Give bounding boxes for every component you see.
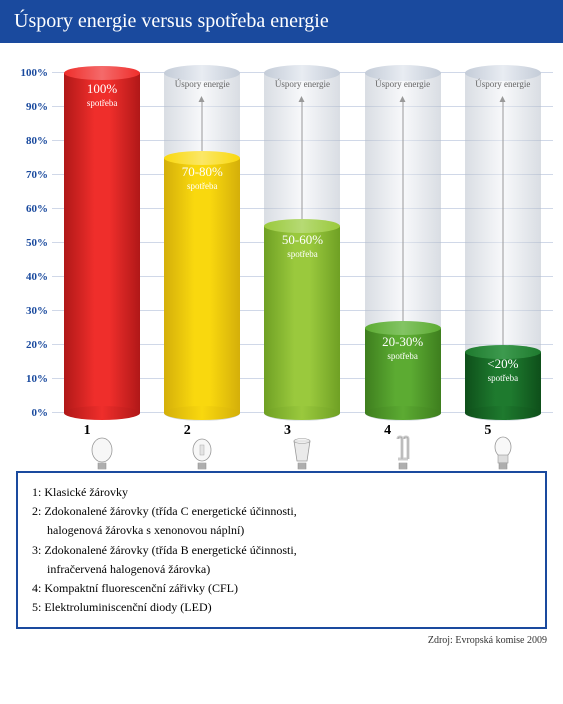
bulb-icon [388, 435, 418, 471]
y-tick: 90% [26, 101, 48, 113]
legend-item: 5: Elektroluminiscenční diody (LED) [32, 598, 531, 617]
cylinder-fill: 100%spotřeba [64, 73, 140, 413]
bar-value-label: 70-80%spotřeba [164, 164, 240, 191]
bar-slot: Úspory energie 50-60%spotřeba [261, 73, 343, 413]
y-tick: 80% [26, 135, 48, 147]
x-labels: 12345 [52, 423, 553, 476]
bar-slot: Úspory energie 20-30%spotřeba [362, 73, 444, 413]
savings-label: Úspory energie [161, 79, 243, 89]
y-tick: 40% [26, 271, 48, 283]
y-tick: 0% [32, 407, 49, 419]
bar-value-label: 20-30%spotřeba [365, 334, 441, 361]
y-tick: 100% [21, 67, 49, 79]
header: Úspory energie versus spotřeba energie [0, 0, 563, 43]
bar-slot: 100%spotřeba [61, 73, 143, 413]
savings-label: Úspory energie [362, 79, 444, 89]
source-text: Zdroj: Evropská komise 2009 [0, 635, 547, 646]
legend-box: 1: Klasické žárovky2: Zdokonalené žárovk… [16, 471, 547, 629]
cylinder-fill: <20%spotřeba [465, 352, 541, 413]
bulb-icon [87, 435, 117, 471]
bar-value-label: <20%spotřeba [465, 356, 541, 383]
bar-value-label: 50-60%spotřeba [264, 232, 340, 259]
savings-label: Úspory energie [261, 79, 343, 89]
y-tick: 30% [26, 305, 48, 317]
arrow-icon [402, 100, 403, 328]
x-label: 5 [462, 423, 544, 476]
y-tick: 10% [26, 373, 48, 385]
cylinder-fill: 50-60%spotřeba [264, 226, 340, 413]
y-tick: 60% [26, 203, 48, 215]
arrow-icon [502, 100, 503, 352]
legend-item: 2: Zdokonalené žárovky (třída C energeti… [32, 502, 531, 540]
legend-item: 1: Klasické žárovky [32, 483, 531, 502]
y-axis: 0%10%20%30%40%50%60%70%80%90%100% [10, 73, 50, 413]
bars-container: 100%spotřeba Úspory energie 70-80%spotřeba… [52, 73, 553, 413]
savings-label: Úspory energie [462, 79, 544, 89]
bar-slot: Úspory energie 70-80%spotřeba [161, 73, 243, 413]
chart: 0%10%20%30%40%50%60%70%80%90%100% 100%sp… [10, 73, 553, 463]
bulb-icon [187, 435, 217, 471]
cylinder-fill: 70-80%spotřeba [164, 158, 240, 413]
legend-item: 3: Zdokonalené žárovky (třída B energeti… [32, 541, 531, 579]
y-tick: 20% [26, 339, 48, 351]
arrow-icon [202, 100, 203, 158]
bar-value-label: 100%spotřeba [64, 81, 140, 108]
bulb-icon [287, 435, 317, 471]
bar-slot: Úspory energie <20%spotřeba [462, 73, 544, 413]
y-tick: 70% [26, 169, 48, 181]
y-tick: 50% [26, 237, 48, 249]
cylinder-fill: 20-30%spotřeba [365, 328, 441, 413]
page-title: Úspory energie versus spotřeba energie [14, 10, 549, 33]
bulb-icon [488, 435, 518, 471]
arrow-icon [302, 100, 303, 226]
legend-item: 4: Kompaktní fluorescenční zářivky (CFL) [32, 579, 531, 598]
page: Úspory energie versus spotřeba energie 0… [0, 0, 563, 704]
